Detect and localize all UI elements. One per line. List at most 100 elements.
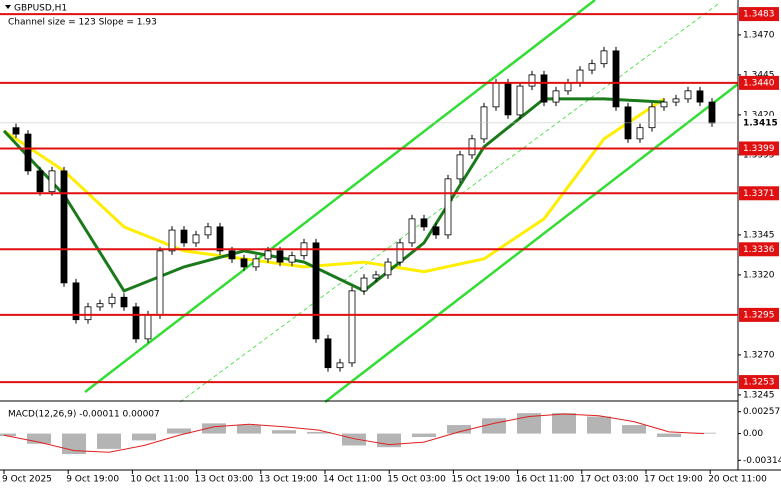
macd-bar <box>552 413 576 434</box>
candle <box>576 69 584 84</box>
x-tick-label: 9 Oct 2025 <box>2 475 52 485</box>
macd-bar <box>622 425 646 434</box>
candle <box>192 234 200 244</box>
y-tick-label: 1.3420 <box>743 110 775 120</box>
candle <box>324 338 332 369</box>
candle <box>468 138 476 156</box>
y-tick-label: 1.3345 <box>743 230 775 240</box>
candle <box>240 258 248 268</box>
level-box <box>739 375 779 390</box>
title-arrow <box>5 5 11 9</box>
candle <box>660 101 668 108</box>
x-tick-label: 15 Oct 03:00 <box>387 475 446 485</box>
candle <box>600 50 608 65</box>
chart-title: GBPUSD,H1 <box>14 4 67 14</box>
level-label: 1.3336 <box>743 245 775 255</box>
candle <box>276 250 284 263</box>
candle <box>60 170 68 284</box>
candle <box>636 127 644 140</box>
level-box <box>739 7 779 22</box>
candle <box>384 261 392 276</box>
candle <box>492 82 500 108</box>
candle <box>540 74 548 103</box>
macd-bar <box>307 431 331 434</box>
candle <box>288 255 296 263</box>
x-tick-label: 13 Oct 19:00 <box>259 475 318 485</box>
candle <box>72 282 80 321</box>
candle <box>396 242 404 263</box>
macd-bar <box>202 423 226 434</box>
macd-bar <box>132 433 156 441</box>
candle <box>132 306 140 340</box>
candle <box>588 63 596 71</box>
candle <box>12 127 20 135</box>
candle <box>180 229 188 244</box>
y-tick-label: 1.3470 <box>743 30 775 40</box>
x-tick-label: 17 Oct 03:00 <box>580 475 639 485</box>
y-tick-label: 1.3320 <box>743 270 775 280</box>
candle <box>48 170 56 193</box>
candle <box>564 82 572 92</box>
macd-bar <box>517 413 541 434</box>
macd-bar <box>342 433 366 446</box>
macd-bar <box>167 428 191 434</box>
macd-bar <box>272 430 296 434</box>
level-box <box>739 186 779 201</box>
macd-bar <box>97 433 121 449</box>
macd-bar <box>587 416 611 434</box>
candle <box>264 250 272 260</box>
candle <box>24 133 32 172</box>
level-box <box>739 141 779 156</box>
candle <box>84 306 92 321</box>
candle <box>456 154 464 180</box>
candle <box>648 106 656 129</box>
candle <box>516 85 524 116</box>
candle <box>348 290 356 364</box>
macd-bar <box>377 433 401 448</box>
x-tick-label: 13 Oct 03:00 <box>195 475 254 485</box>
x-tick-label: 17 Oct 19:00 <box>644 475 703 485</box>
candle <box>432 226 440 236</box>
current-price-label: 1.3415 <box>743 118 778 128</box>
x-tick-label: 20 Oct 11:00 <box>708 475 767 485</box>
candle <box>360 277 368 292</box>
candle <box>36 170 44 193</box>
x-tick-label: 9 Oct 19:00 <box>66 475 119 485</box>
macd-tick-label: -0.00314 <box>743 456 781 466</box>
candle <box>420 218 428 228</box>
x-tick-label: 16 Oct 11:00 <box>516 475 575 485</box>
macd-bar <box>447 425 471 434</box>
level-box <box>739 75 779 90</box>
candle <box>696 90 704 103</box>
macd-bar <box>0 433 16 437</box>
macd-bar <box>657 433 681 437</box>
level-label: 1.3371 <box>743 189 775 199</box>
moving-average <box>3 97 665 274</box>
macd-signal <box>3 413 705 453</box>
y-tick-label: 1.3270 <box>743 350 775 360</box>
candle <box>504 82 512 116</box>
channel-upper <box>84 0 596 393</box>
current-price-box <box>739 115 779 130</box>
y-tick-label: 1.3445 <box>743 70 775 80</box>
candle <box>336 362 344 369</box>
level-box <box>739 307 779 322</box>
candle <box>708 101 716 124</box>
x-tick-label: 15 Oct 19:00 <box>451 475 510 485</box>
level-label: 1.3483 <box>743 10 775 20</box>
macd-bar <box>237 425 261 434</box>
candle <box>372 274 380 279</box>
candle <box>168 229 176 252</box>
macd-label: MACD(12,26,9) -0.00011 0.00007 <box>8 410 160 420</box>
candle <box>144 314 152 340</box>
level-label: 1.3399 <box>743 144 775 154</box>
x-tick-label: 14 Oct 11:00 <box>323 475 382 485</box>
candle <box>312 242 320 340</box>
candle <box>108 296 116 305</box>
candle <box>672 98 680 103</box>
y-tick-label: 1.3245 <box>743 390 775 400</box>
x-tick-label: 10 Oct 11:00 <box>130 475 189 485</box>
candle <box>204 226 212 236</box>
